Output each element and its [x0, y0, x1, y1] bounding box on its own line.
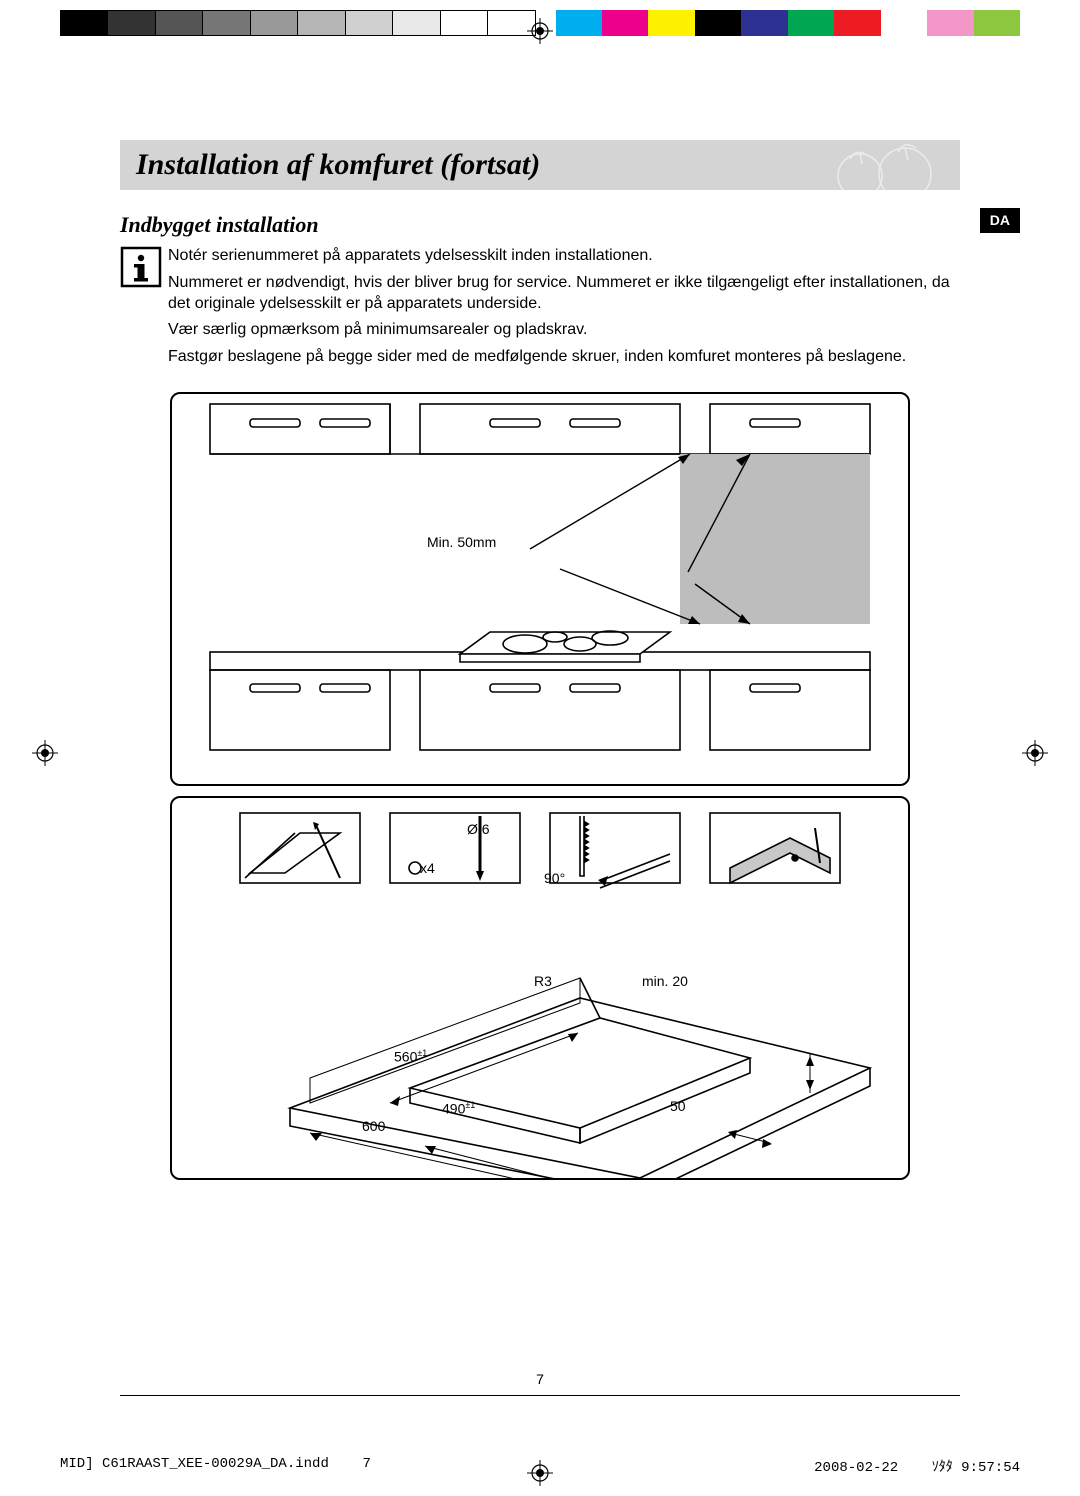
- info-text: Notér serienummeret på apparatets ydelse…: [168, 246, 960, 374]
- registration-mark-icon: [527, 18, 553, 44]
- counter-depth-label: 600: [362, 1118, 385, 1134]
- info-para: Nummeret er nødvendigt, hvis der bliver …: [168, 273, 960, 315]
- corner-radius-label: R3: [534, 973, 552, 989]
- cutout-dimensions-diagram: Ø 6 x4 90° R3 min. 20 50 560±1 490±1 600: [170, 796, 910, 1180]
- tomato-decoration-icon: [820, 134, 950, 204]
- registration-mark-icon: [32, 740, 58, 766]
- angle-label: 90°: [544, 870, 565, 886]
- cutout-depth-tol: ±1: [465, 1100, 475, 1110]
- page-number: 7: [536, 1371, 544, 1387]
- footer-page: 7: [362, 1456, 370, 1472]
- hole-diameter-label: Ø 6: [467, 821, 490, 837]
- side-min-label: min. 20: [642, 973, 688, 989]
- installation-elevation-diagram: Min. 50mm: [170, 392, 910, 786]
- cutout-depth-value: 490: [442, 1101, 465, 1117]
- cutout-depth-label: 490±1: [442, 1100, 475, 1117]
- info-para: Vær særlig opmærksom på minimumsarealer …: [168, 320, 960, 341]
- cutout-width-value: 560: [394, 1049, 417, 1065]
- language-tab: DA: [980, 208, 1020, 233]
- page-header-band: Installation af komfuret (fortsat): [120, 140, 960, 190]
- page-content: Installation af komfuret (fortsat) DA In…: [120, 100, 960, 1396]
- screw-count-label: x4: [420, 860, 435, 876]
- info-para: Notér serienummeret på apparatets ydelse…: [168, 246, 960, 267]
- section-title: Indbygget installation: [120, 212, 960, 238]
- min-gap-label: Min. 50mm: [427, 534, 496, 550]
- footer-metadata: MID] C61RAAST_XEE-00029A_DA.indd 7 2008-…: [60, 1456, 1020, 1476]
- page-title: Installation af komfuret (fortsat): [136, 148, 540, 181]
- info-icon: [120, 246, 162, 288]
- cutout-width-label: 560±1: [394, 1048, 427, 1065]
- footer-date: 2008-02-22: [814, 1460, 898, 1476]
- kitchen-elevation-svg: [172, 394, 908, 784]
- edge-offset-label: 50: [670, 1098, 686, 1114]
- footer-time: ｿﾀﾀ 9:57:54: [932, 1460, 1020, 1476]
- registration-mark-icon: [1022, 740, 1048, 766]
- footer-file: MID] C61RAAST_XEE-00029A_DA.indd: [60, 1456, 329, 1472]
- info-block: Notér serienummeret på apparatets ydelse…: [120, 246, 960, 374]
- cutout-width-tol: ±1: [417, 1048, 427, 1058]
- info-para: Fastgør beslagene på begge sider med de …: [168, 347, 960, 368]
